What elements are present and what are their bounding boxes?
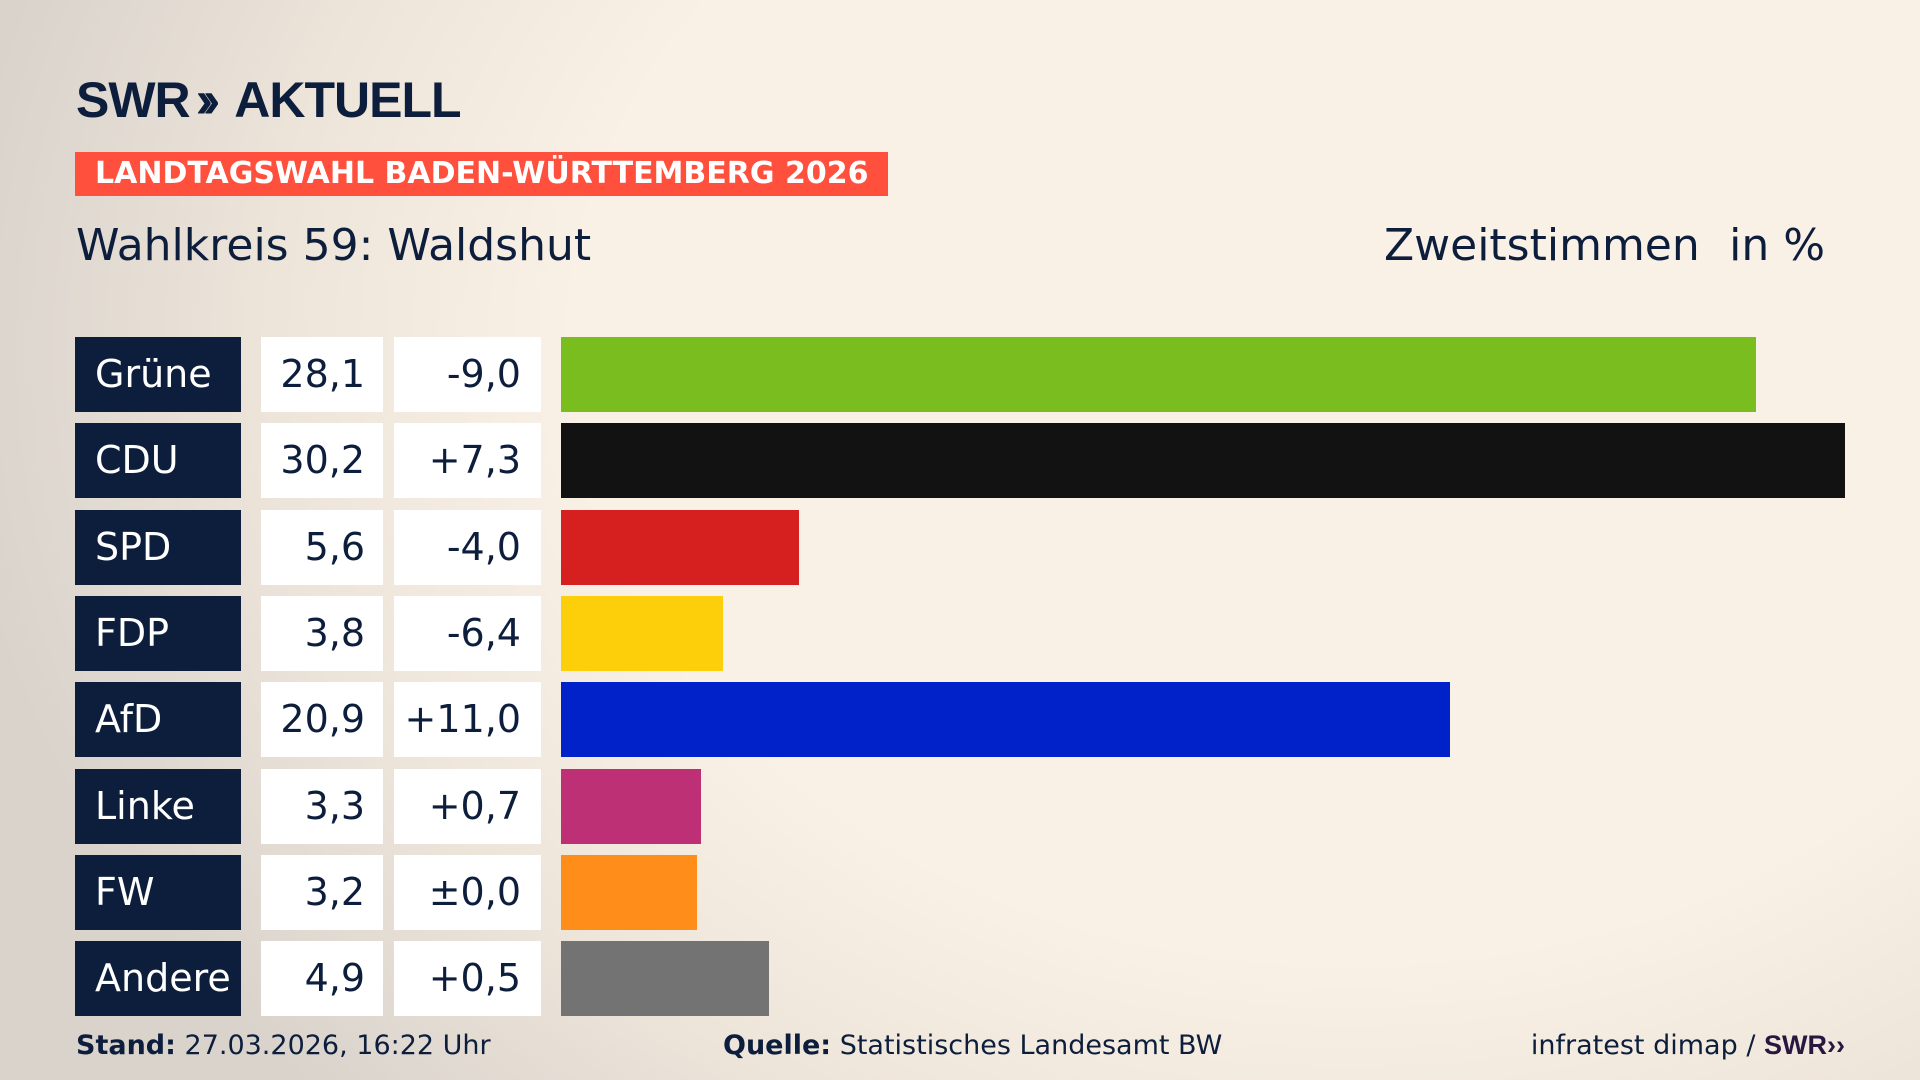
bar-fdp [561, 595, 723, 671]
footer-source: Quelle: Statistisches Landesamt BW [723, 1030, 1222, 1061]
value-label: 3,3 [261, 768, 383, 844]
value-label: 3,8 [261, 595, 383, 671]
party-label: Grüne [75, 337, 241, 412]
bar-andere [561, 941, 770, 1017]
swr-small-text: SWR [1764, 1030, 1828, 1060]
party-label: Andere [75, 941, 241, 1017]
measure-label: Zweitstimmen [1384, 220, 1700, 271]
bar-fw [561, 854, 698, 930]
value-label: 28,1 [261, 337, 383, 412]
change-label: +11,0 [394, 682, 541, 758]
party-label: FDP [75, 595, 241, 671]
source-label: Quelle: [723, 1030, 832, 1061]
logo-suffix: AKTUELL [234, 72, 461, 128]
footer-stand: Stand: 27.03.2026, 16:22 Uhr [76, 1030, 491, 1061]
bar-linke [561, 768, 702, 844]
stand-value: 27.03.2026, 16:22 Uhr [184, 1030, 491, 1061]
change-label: -4,0 [394, 509, 541, 585]
bar-grüne [561, 337, 1756, 412]
swr-aktuell-logo: SWR ›› AKTUELL [76, 70, 462, 130]
bar-spd [561, 509, 800, 585]
footer-credit: infratest dimap / SWR›› [1531, 1030, 1845, 1061]
chevron-icon: ›› [195, 71, 220, 129]
swr-small-logo: SWR›› [1764, 1030, 1845, 1060]
party-label: Linke [75, 768, 241, 844]
source-value: Statistisches Landesamt BW [839, 1030, 1223, 1061]
change-label: -9,0 [394, 337, 541, 412]
change-label: -6,4 [394, 595, 541, 671]
election-banner: LANDTAGSWAHL BADEN-WÜRTTEMBERG 2026 [75, 152, 889, 196]
party-label: SPD [75, 509, 241, 585]
page-title: Wahlkreis 59: Waldshut [76, 220, 592, 271]
value-label: 30,2 [261, 423, 383, 499]
value-label: 3,2 [261, 854, 383, 930]
value-label: 4,9 [261, 941, 383, 1017]
value-label: 20,9 [261, 682, 383, 758]
party-label: FW [75, 854, 241, 930]
change-label: +0,5 [394, 941, 541, 1017]
unit-label: in % [1729, 220, 1825, 271]
party-label: CDU [75, 423, 241, 499]
change-label: +7,3 [394, 423, 541, 499]
credit-text: infratest dimap / [1530, 1030, 1756, 1061]
value-label: 5,6 [261, 509, 383, 585]
bar-cdu [561, 423, 1845, 499]
change-label: +0,7 [394, 768, 541, 844]
change-label: ±0,0 [394, 854, 541, 930]
stand-label: Stand: [76, 1030, 176, 1061]
party-label: AfD [75, 682, 241, 758]
bar-afd [561, 682, 1450, 758]
logo-text: SWR [76, 72, 191, 128]
